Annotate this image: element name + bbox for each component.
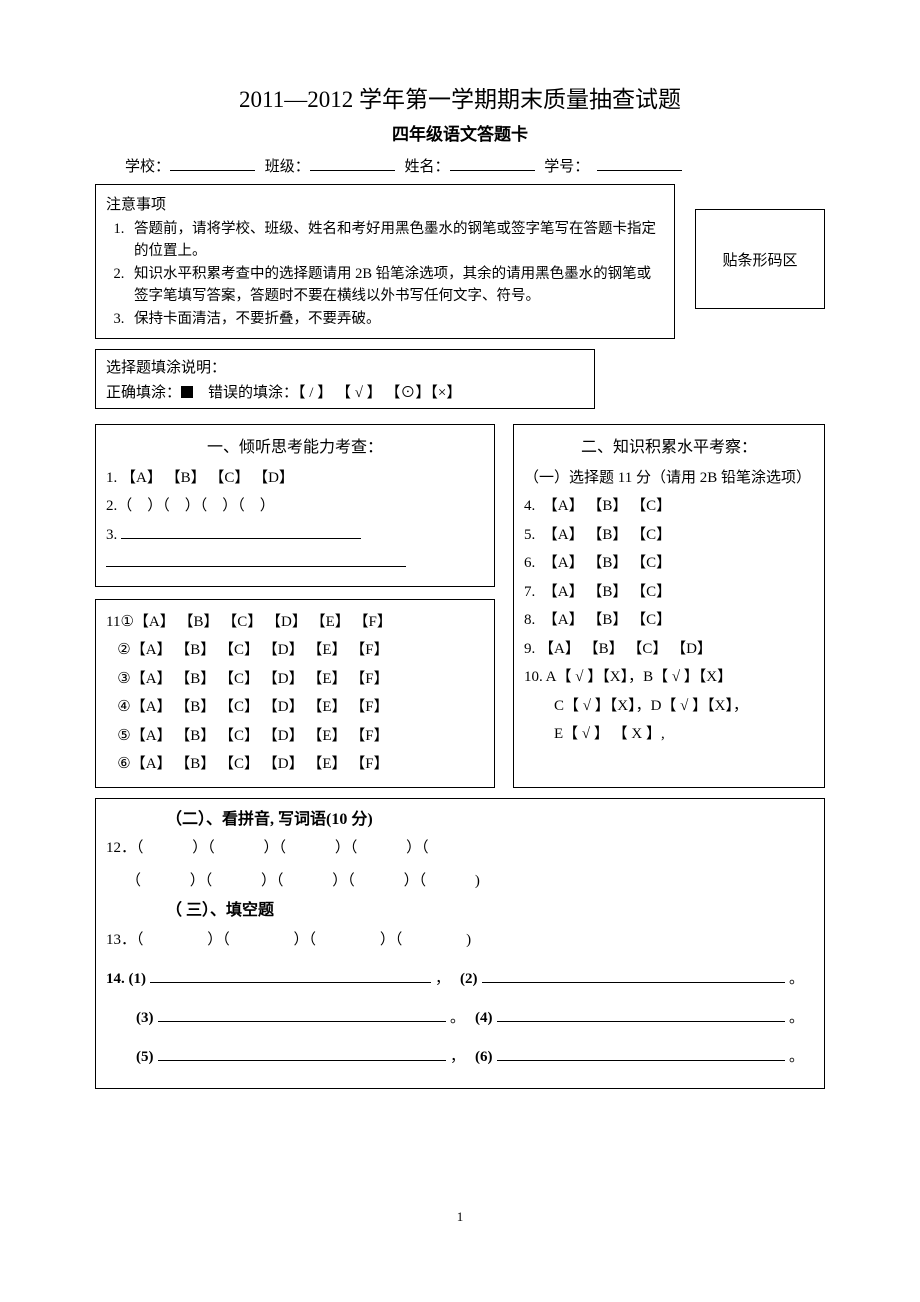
left-column: 一、倾听思考能力考查： 1. 【A】 【B】 【C】 【D】 2.（ ）（ ）（… — [95, 424, 495, 787]
q3-label: 3. — [106, 527, 117, 543]
opts5: 【A】 【B】 【C】 【D】 【E】 【F】 — [131, 728, 389, 744]
page-number: 1 — [95, 1209, 825, 1225]
q3-line2[interactable] — [106, 549, 484, 578]
q10-l1[interactable]: 10. A【 √ 】【X】，B【 √ 】【X】 — [524, 663, 814, 692]
q7[interactable]: 7. 【A】 【B】 【C】 — [524, 578, 814, 607]
q14-row-2[interactable]: (3) 。 (4) 。 — [106, 1002, 814, 1035]
name-blank[interactable] — [450, 170, 535, 171]
section2-box: 二、知识积累水平考察： （一）选择题 11 分（请用 2B 铅笔涂选项） 4. … — [513, 424, 825, 787]
section1-title: 一、倾听思考能力考查： — [106, 433, 484, 463]
notice-title: 注意事项 — [106, 193, 664, 214]
q11-row-5[interactable]: ⑤【A】 【B】 【C】 【D】 【E】 【F】 — [106, 722, 484, 751]
n3: ③ — [117, 671, 130, 687]
opts6: 【A】 【B】 【C】 【D】 【E】 【F】 — [131, 756, 389, 772]
n4: ④ — [117, 699, 130, 715]
q11-row-2[interactable]: ②【A】 【B】 【C】 【D】 【E】 【F】 — [106, 636, 484, 665]
q14-row-3[interactable]: (5) ， (6) 。 — [106, 1041, 814, 1074]
q11-prefix: 11 — [106, 614, 120, 630]
notice-item-3: 保持卡面清洁，不要折叠，不要弄破。 — [128, 308, 664, 330]
fill-guide-box: 选择题填涂说明： 正确填涂： 错误的填涂：【 / 】 【 √ 】 【⊙】【×】 — [95, 349, 595, 409]
main-two-col: 一、倾听思考能力考查： 1. 【A】 【B】 【C】 【D】 2.（ ）（ ）（… — [95, 424, 825, 787]
opts4: 【A】 【B】 【C】 【D】 【E】 【F】 — [131, 699, 389, 715]
q11-row-4[interactable]: ④【A】 【B】 【C】 【D】 【E】 【F】 — [106, 693, 484, 722]
section2-sub1: （一）选择题 11 分（请用 2B 铅笔涂选项） — [524, 464, 814, 493]
q4[interactable]: 4. 【A】 【B】 【C】 — [524, 492, 814, 521]
notice-box: 注意事项 答题前，请将学校、班级、姓名和考好用黑色墨水的钢笔或签字笔写在答题卡指… — [95, 184, 675, 339]
q8[interactable]: 8. 【A】 【B】 【C】 — [524, 606, 814, 635]
section3-box: （二）、看拼音, 写词语(10 分) 12．（ ）（ ）（ ）（ ）（ （ ）（… — [95, 798, 825, 1089]
id-blank[interactable] — [597, 170, 682, 171]
section1-box1: 一、倾听思考能力考查： 1. 【A】 【B】 【C】 【D】 2.（ ）（ ）（… — [95, 424, 495, 586]
right-column: 二、知识积累水平考察： （一）选择题 11 分（请用 2B 铅笔涂选项） 4. … — [513, 424, 825, 787]
q13-line[interactable]: 13．（ ）（ ）（ ）（ ) — [106, 924, 814, 957]
q12-line2[interactable]: （ ）（ ）（ ）（ ）（ ) — [106, 865, 814, 898]
wrong-prefix: 错误的填涂： — [208, 385, 298, 401]
school-label: 学校： — [125, 159, 170, 175]
notice-item-1: 答题前，请将学校、班级、姓名和考好用黑色墨水的钢笔或签字笔写在答题卡指定的位置上… — [128, 218, 664, 263]
q10-l3[interactable]: E【 √ 】 【 X 】, — [524, 720, 814, 749]
q2-line[interactable]: 2.（ ）（ ）（ ）（ ） — [106, 492, 484, 521]
fill-guide-samples: 正确填涂： 错误的填涂：【 / 】 【 √ 】 【⊙】【×】 — [106, 381, 584, 402]
n6: ⑥ — [117, 756, 130, 772]
fill-guide-title: 选择题填涂说明： — [106, 356, 584, 377]
section1-box2: 11①【A】 【B】 【C】 【D】 【E】 【F】 ②【A】 【B】 【C】 … — [95, 599, 495, 788]
student-info-line: 学校： 班级： 姓名： 学号： — [95, 155, 825, 176]
q14-row-1[interactable]: 14. (1) ， (2) 。 — [106, 963, 814, 996]
q11-row-3[interactable]: ③【A】 【B】 【C】 【D】 【E】 【F】 — [106, 665, 484, 694]
n5: ⑤ — [117, 728, 130, 744]
q5[interactable]: 5. 【A】 【B】 【C】 — [524, 521, 814, 550]
section2-title: 二、知识积累水平考察： — [524, 433, 814, 463]
section3-title3: （ 三）、填空题 — [106, 898, 814, 924]
q10-l2[interactable]: C【 √ 】【X】，D【 √ 】【X】， — [524, 692, 814, 721]
q12-label: 12． — [106, 840, 136, 856]
opts2: 【A】 【B】 【C】 【D】 【E】 【F】 — [131, 642, 389, 658]
class-label: 班级： — [265, 159, 310, 175]
notice-barcode-row: 注意事项 答题前，请将学校、班级、姓名和考好用黑色墨水的钢笔或签字笔写在答题卡指… — [95, 184, 825, 339]
q13-label: 13． — [106, 932, 136, 948]
opts3: 【A】 【B】 【C】 【D】 【E】 【F】 — [131, 671, 389, 687]
q12-line1[interactable]: 12．（ ）（ ）（ ）（ ）（ — [106, 832, 814, 865]
q11-row-6[interactable]: ⑥【A】 【B】 【C】 【D】 【E】 【F】 — [106, 750, 484, 779]
opts1: 【A】 【B】 【C】 【D】 【E】 【F】 — [134, 614, 392, 630]
q14-label: 14. — [106, 971, 125, 987]
subtitle: 四年级语文答题卡 — [95, 120, 825, 145]
q2-label: 2. — [106, 498, 117, 514]
id-label: 学号： — [544, 159, 589, 175]
correct-prefix: 正确填涂： — [106, 385, 181, 401]
name-label: 姓名： — [405, 159, 450, 175]
n1: ① — [120, 614, 133, 630]
notice-item-2: 知识水平积累考查中的选择题请用 2B 铅笔涂选项，其余的请用黑色墨水的钢笔或签字… — [128, 263, 664, 308]
n2: ② — [117, 642, 130, 658]
filled-square-icon — [181, 386, 193, 398]
q11-row-1[interactable]: 11①【A】 【B】 【C】 【D】 【E】 【F】 — [106, 608, 484, 637]
wrong-samples: 【 / 】 【 √ 】 【⊙】【×】 — [298, 385, 461, 401]
school-blank[interactable] — [170, 170, 255, 171]
barcode-area: 贴条形码区 — [695, 209, 825, 309]
class-blank[interactable] — [310, 170, 395, 171]
q1-line[interactable]: 1. 【A】 【B】 【C】 【D】 — [106, 464, 484, 493]
q6[interactable]: 6. 【A】 【B】 【C】 — [524, 549, 814, 578]
q3-line[interactable]: 3. — [106, 521, 484, 550]
main-title: 2011—2012 学年第一学期期末质量抽查试题 — [95, 80, 825, 114]
section3-title2: （二）、看拼音, 写词语(10 分) — [106, 807, 814, 833]
q9[interactable]: 9. 【A】 【B】 【C】 【D】 — [524, 635, 814, 664]
